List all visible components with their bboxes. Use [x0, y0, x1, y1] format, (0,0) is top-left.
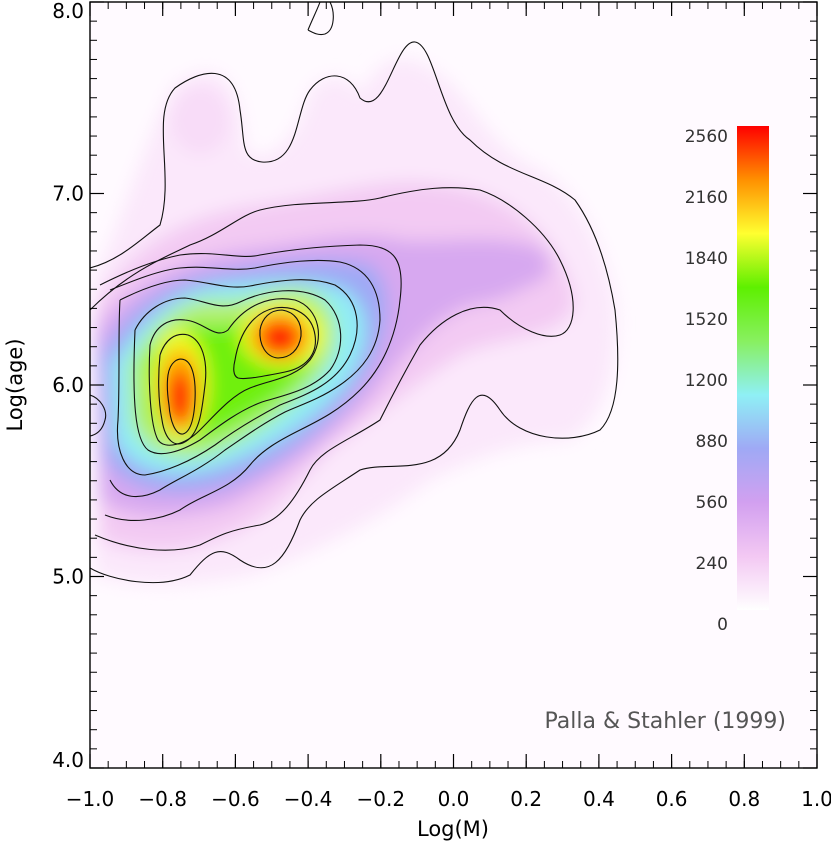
colorbar-tick-label: 1840: [685, 249, 728, 269]
colorbar-tick-label: 1520: [685, 310, 728, 330]
contour-line: [133, 290, 342, 455]
y-tick-label: 4.0: [52, 748, 84, 772]
y-tick-label: 7.0: [52, 182, 84, 206]
contour-line: [116, 279, 358, 476]
contour-line: [90, 394, 107, 437]
contour-line: [90, 187, 574, 551]
contour-line: [166, 358, 196, 435]
y-axis: 4.0 5.0 6.0 7.0 8.0: [52, 0, 817, 772]
density-heatmap: [95, 58, 616, 585]
colorbar-tick-label: 880: [696, 432, 728, 452]
x-tick-label: 1.0: [801, 787, 831, 811]
x-tick-label: 0.6: [656, 787, 688, 811]
contour-line: [148, 298, 319, 446]
colorbar-tick-label: 560: [696, 493, 728, 513]
x-tick-label: −0.2: [357, 787, 406, 811]
x-tick-label: −0.4: [284, 787, 333, 811]
x-tick-label: 0.8: [728, 787, 760, 811]
colorbar-ticks: 0 240 560 880 1200 1520 1840 2160 2560: [685, 127, 728, 635]
contour-line: [307, 2, 334, 36]
colorbar-gradient: [737, 126, 769, 610]
colorbar-tick-label: 2560: [685, 127, 728, 147]
colorbar-tick-label: 240: [696, 554, 728, 574]
contour-line: [90, 41, 619, 584]
colorbar: 0 240 560 880 1200 1520 1840 2160 2560: [685, 126, 769, 635]
x-tick-label: −1.0: [66, 787, 115, 811]
x-axis-label: Log(M): [417, 817, 489, 841]
x-axis: −1.0 −0.8 −0.6 −0.4 −0.2 0.0 0.2 0.4 0.6 0.8 1.0: [66, 2, 831, 811]
colorbar-tick-label: 0: [717, 615, 728, 635]
contour-lines: [90, 2, 619, 584]
contour-line: [158, 333, 207, 445]
colorbar-tick-label: 1200: [685, 371, 728, 391]
x-tick-label: −0.8: [138, 787, 187, 811]
contour-line: [99, 244, 402, 521]
y-tick-label: 5.0: [52, 565, 84, 589]
contour-line: [109, 259, 381, 498]
y-tick-label: 8.0: [52, 0, 84, 23]
contour-line: [259, 309, 302, 359]
x-tick-label: 0.0: [438, 787, 470, 811]
x-tick-label: 0.2: [510, 787, 542, 811]
citation-annotation: Palla & Stahler (1999): [545, 709, 786, 734]
y-axis-label: Log(age): [3, 338, 27, 431]
x-tick-label: 0.4: [583, 787, 615, 811]
contour-line: [233, 306, 316, 380]
y-tick-label: 6.0: [52, 373, 84, 397]
x-tick-label: −0.6: [211, 787, 260, 811]
colorbar-tick-label: 2160: [685, 188, 728, 208]
